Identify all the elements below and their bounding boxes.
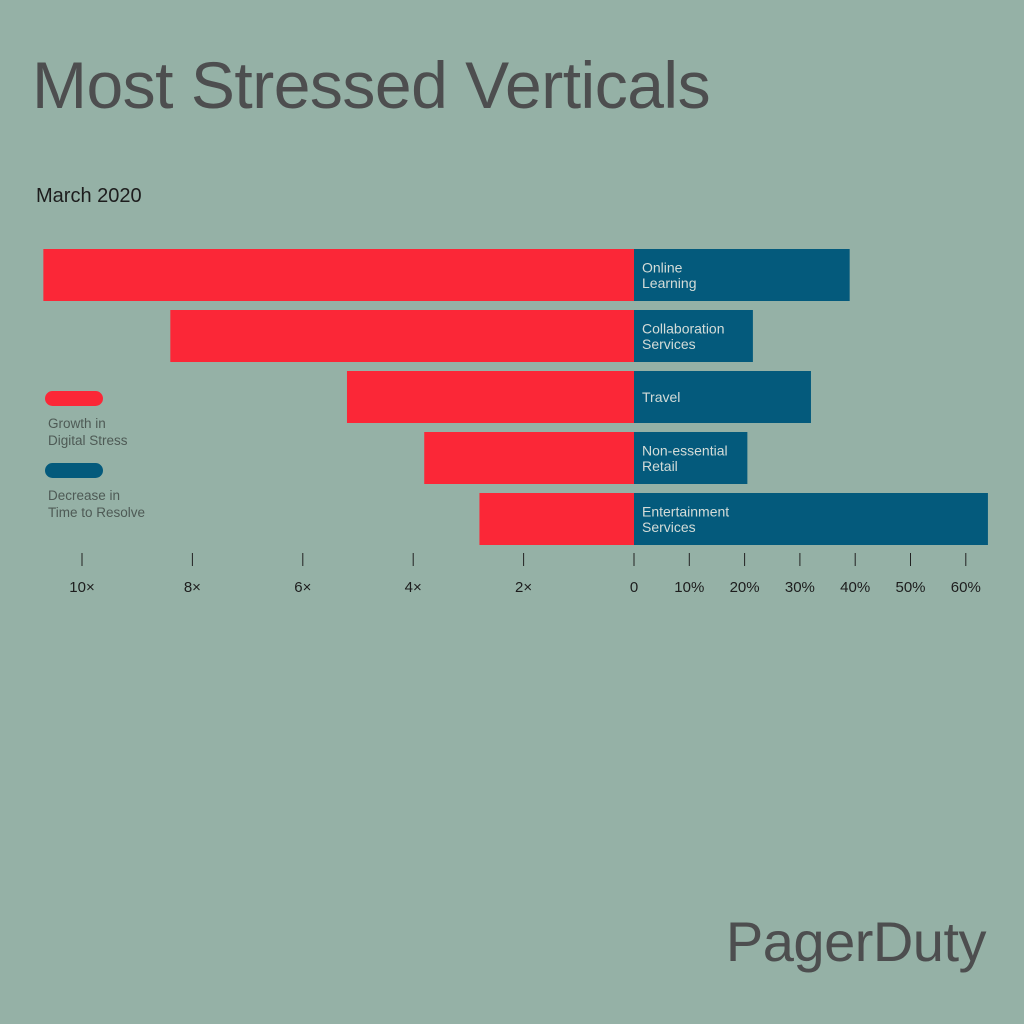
category-label: Online [642, 259, 683, 275]
category-label: Entertainment [642, 503, 729, 519]
bar-resolve [634, 371, 811, 423]
page-title: Most Stressed Verticals [32, 48, 711, 122]
category-label: Learning [642, 275, 697, 291]
left-axis-tick-label: 0 [630, 579, 638, 596]
left-axis-tick-label: 6× [294, 579, 311, 596]
category-label: Non-essential [642, 442, 728, 458]
bar-stress [170, 310, 634, 362]
category-label: Retail [642, 458, 678, 474]
category-label: Services [642, 519, 696, 535]
left-axis-tick-label: 2× [515, 579, 532, 596]
right-axis-tick-label: 40% [840, 579, 870, 596]
bar-chart: OnlineLearningCollaborationServicesTrave… [43, 249, 988, 596]
right-axis-tick-label: 20% [730, 579, 760, 596]
bar-stress [43, 249, 635, 301]
legend-label-resolve-line2: Time to Resolve [48, 505, 146, 520]
bar-resolve [634, 310, 753, 362]
legend-swatch-resolve [45, 463, 103, 478]
right-axis-tick-label: 10% [674, 579, 704, 596]
bar-stress [424, 432, 634, 484]
legend-label-resolve-line1: Decrease in [48, 488, 121, 503]
bar-resolve [634, 249, 850, 301]
chart-subtitle: March 2020 [36, 185, 142, 207]
legend-label-stress: Growth in Digital Stress [48, 415, 188, 449]
legend-label-stress-line2: Digital Stress [48, 433, 128, 448]
bar-resolve [634, 432, 748, 484]
right-axis-tick-label: 50% [895, 579, 925, 596]
bar-stress [346, 371, 634, 423]
category-label: Services [642, 336, 696, 352]
legend-label-stress-line1: Growth in [48, 416, 106, 431]
left-axis-tick-label: 8× [184, 579, 201, 596]
right-axis-tick-label: 30% [785, 579, 815, 596]
legend-swatch-stress [45, 391, 103, 406]
left-axis-tick-label: 10× [69, 579, 94, 596]
left-axis-tick-label: 4× [405, 579, 422, 596]
category-label: Collaboration [642, 320, 725, 336]
bar-resolve [634, 493, 988, 545]
bar-stress [479, 493, 634, 545]
category-label: Travel [642, 389, 680, 405]
right-axis-tick-label: 60% [951, 579, 981, 596]
legend-label-resolve: Decrease in Time to Resolve [48, 487, 188, 521]
pagerduty-logo: PagerDuty [725, 910, 987, 973]
